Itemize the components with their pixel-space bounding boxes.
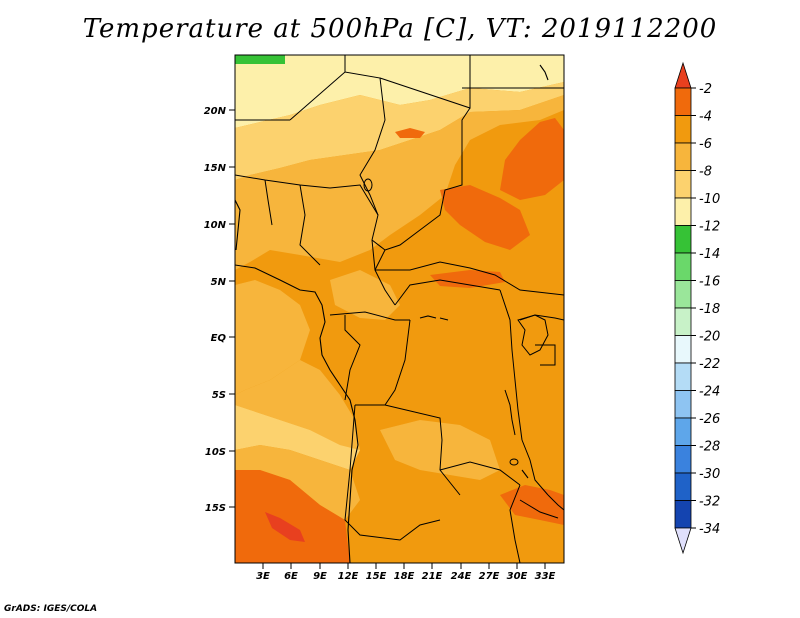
- band-mid-west: [235, 280, 310, 395]
- lon-label: 24E: [451, 571, 472, 582]
- map-frame: [234, 54, 565, 564]
- patch-red-sw: [265, 512, 305, 542]
- colorbar-label: -34: [699, 522, 720, 537]
- colorbar-label: -4: [699, 110, 712, 125]
- colorbar-swatch: [674, 390, 692, 419]
- band-lightest: [235, 55, 564, 128]
- colorbar-bottom-arrow: [674, 527, 692, 555]
- colorbar-swatch: [674, 197, 692, 226]
- colorbar-swatch: [674, 225, 692, 254]
- lakes: [363, 178, 559, 519]
- patch-warm-sw: [235, 470, 350, 563]
- lat-label: 5N: [211, 277, 227, 288]
- lat-label: 20N: [204, 106, 227, 117]
- lon-label: 6E: [284, 571, 298, 582]
- colorbar-swatch: [674, 142, 692, 171]
- band-mid-sw2: [235, 445, 360, 520]
- colorbar-swatch: [674, 280, 692, 309]
- lat-label: 10N: [204, 220, 227, 231]
- temperature-field: [235, 55, 564, 563]
- colorbar-top-arrow: [674, 61, 692, 89]
- lon-label: 3E: [256, 571, 270, 582]
- lon-label: 27E: [479, 571, 500, 582]
- colorbar: -2 -4 -6 -8 -10 -12 -14 -16 -18 -20 -22 -24 -26 -28 -3…: [674, 61, 720, 555]
- colorbar-swatch: [674, 252, 692, 281]
- colorbar-label: -28: [699, 440, 720, 455]
- lat-axis: 20N 15N 10N 5N EQ 5S 10S 15S: [204, 106, 235, 514]
- colorbar-swatch: [674, 500, 692, 529]
- coastlines: [235, 64, 549, 563]
- colorbar-label: -26: [699, 412, 720, 427]
- band-mid-central: [330, 270, 400, 320]
- lon-label: 18E: [394, 571, 415, 582]
- colorbar-label: -30: [699, 467, 720, 482]
- lon-axis: 3E 6E 9E 12E 15E 18E 21E 24E 27E 30E 33E: [256, 563, 556, 582]
- colorbar-label: -8: [699, 165, 712, 180]
- patch-warm-small: [395, 128, 425, 138]
- colorbar-label: -20: [699, 330, 720, 345]
- lat-label: EQ: [211, 333, 227, 344]
- colorbar-swatch: [674, 362, 692, 391]
- band-mid-coast: [235, 360, 360, 450]
- colorbar-swatch: [674, 87, 692, 116]
- band-mid-north: [235, 95, 564, 270]
- lon-label: 12E: [338, 571, 359, 582]
- colorbar-swatch: [674, 335, 692, 364]
- patch-green: [235, 55, 285, 64]
- lat-label: 10S: [205, 447, 226, 458]
- colorbar-label: -2: [699, 82, 712, 97]
- colorbar-label: -24: [699, 385, 720, 400]
- colorbar-label: -14: [699, 247, 720, 262]
- colorbar-swatch: [674, 445, 692, 474]
- patch-warm-ne-2: [440, 185, 530, 250]
- colorbar-label: -22: [699, 357, 720, 372]
- colorbar-label: -32: [699, 495, 720, 510]
- map-title: Temperature at 500hPa [C], VT: 201911220…: [82, 14, 718, 44]
- colorbar-label: -10: [699, 192, 720, 207]
- lon-label: 9E: [313, 571, 327, 582]
- lat-label: 15N: [204, 163, 227, 174]
- band-light-sw: [235, 405, 360, 470]
- colorbar-swatch: [674, 115, 692, 144]
- colorbar-swatch: [674, 170, 692, 199]
- colorbar-swatch: [674, 417, 692, 446]
- colorbar-label: -18: [699, 302, 720, 317]
- colorbar-swatch: [674, 472, 692, 501]
- colorbar-swatch: [674, 307, 692, 336]
- colorbar-label: -6: [699, 137, 712, 152]
- band-mid-south: [380, 420, 500, 480]
- lat-label: 5S: [212, 390, 226, 401]
- lon-label: 30E: [507, 571, 528, 582]
- patch-warm-ne: [500, 118, 564, 200]
- patch-warm-strip: [430, 270, 505, 288]
- colorbar-label: -12: [699, 220, 720, 235]
- colorbar-label: -16: [699, 275, 720, 290]
- lon-label: 33E: [535, 571, 556, 582]
- credit-label: GrADS: IGES/COLA: [4, 604, 98, 614]
- lon-label: 21E: [422, 571, 443, 582]
- lat-label: 15S: [205, 503, 226, 514]
- lon-label: 15E: [366, 571, 387, 582]
- country-borders: [235, 55, 564, 563]
